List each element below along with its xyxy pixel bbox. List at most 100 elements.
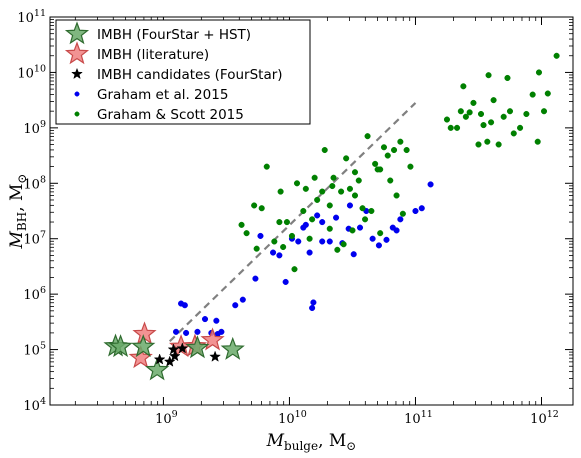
data-points-layer [103,52,560,381]
data-point [310,299,317,306]
data-point [390,146,398,154]
data-point [238,221,245,228]
data-point [484,138,491,145]
data-point [338,188,345,195]
legend-entry: Graham & Scott 2015 [74,107,244,123]
legend-entry: Graham et al. 2015 [74,87,228,103]
data-point [377,166,384,173]
data-point [393,227,400,234]
data-point [220,336,245,360]
data-point [277,188,284,195]
data-point [412,207,419,215]
data-point [309,304,316,312]
data-point [276,252,283,259]
data-point [263,163,270,170]
data-point [288,232,296,239]
data-point [302,221,309,228]
data-point [495,141,502,148]
data-point [364,133,371,140]
data-point [506,108,514,115]
data-point [326,238,333,245]
data-point [326,202,333,209]
data-point [372,160,379,167]
legend-label: IMBH candidates (FourStar) [97,67,283,83]
data-point [517,124,524,131]
data-point [355,177,362,184]
legend-entry: IMBH candidates (FourStar) [71,67,283,83]
data-point [375,242,382,249]
x-tick-label: 109 [155,409,178,427]
data-point [280,243,287,251]
axes-layer [49,16,574,406]
data-point [181,302,188,309]
data-point [271,238,278,245]
data-point [535,69,543,76]
data-point [540,108,548,115]
data-point [270,249,277,256]
data-point [510,130,517,137]
data-point [251,202,258,209]
data-point [300,207,307,215]
data-point [387,177,394,184]
data-point [282,278,289,285]
data-point [283,219,290,226]
data-point [475,141,482,148]
data-point [447,124,454,131]
data-point [534,138,541,145]
legend-entry: IMBH (literature) [64,41,209,65]
data-point [384,152,391,159]
data-point [293,180,301,187]
data-point [200,327,225,351]
data-point [462,113,469,120]
data-point [380,144,388,151]
data-point [239,296,246,303]
data-point [529,91,536,98]
data-point [176,342,189,354]
data-point [329,183,336,190]
data-point [359,205,366,212]
legend-label: Graham et al. 2015 [97,87,228,103]
data-point [258,205,265,212]
data-point [399,210,406,217]
data-point [232,302,239,309]
data-point [311,174,318,181]
data-point [466,109,473,116]
data-point [306,249,313,256]
data-point [403,146,410,154]
data-point [319,238,326,245]
data-point [340,241,347,248]
data-point [218,328,225,335]
data-point [257,232,264,239]
data-point [488,119,495,126]
data-point [276,219,283,226]
trend-line-layer [168,102,417,343]
legend-entry: IMBH (FourStar + HST) [64,21,251,45]
legend-marker [74,91,80,97]
data-point [295,238,302,245]
y-tick-label: 105 [23,341,46,359]
legend-marker [64,41,90,65]
data-point [185,335,210,359]
data-point [553,52,560,59]
series-3 [172,181,434,350]
x-tick-label: 1011 [404,409,433,427]
data-point [183,329,190,336]
data-point [319,188,326,195]
data-point [108,334,133,358]
x-tick-label: 1010 [278,409,307,427]
series-4 [238,52,560,273]
y-tick-label: 108 [23,174,46,192]
data-point [407,163,414,170]
data-point [397,138,404,145]
data-point [314,212,321,219]
data-point [418,205,425,212]
data-point [383,236,390,243]
y-tick-label: 109 [23,119,46,137]
data-point [351,169,359,176]
data-point [209,350,222,362]
ticks-layer: 109 1010 1011 1012 104 105 106 107 108 109 1010 101… [17,8,573,427]
data-point [356,224,364,231]
data-point [457,108,464,115]
data-point [302,185,309,192]
